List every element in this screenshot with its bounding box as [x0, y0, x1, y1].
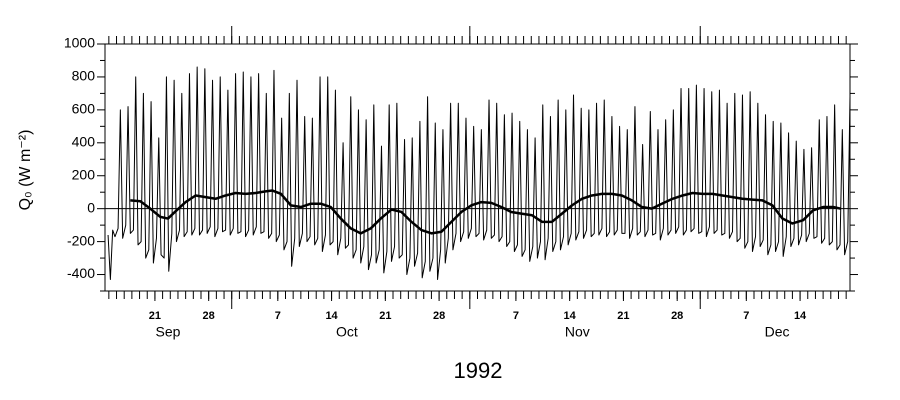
y-tick-label: 0 — [87, 199, 95, 215]
x-tick-label: 14 — [564, 310, 577, 322]
x-axis-label: 1992 — [454, 358, 503, 383]
x-tick-label: 7 — [275, 310, 281, 322]
plot-area — [107, 66, 850, 280]
y-tick-label: 400 — [72, 134, 96, 150]
x-tick-label: 21 — [149, 310, 161, 322]
y-axis-label: Q₀ (W m⁻²) — [17, 130, 34, 211]
y-tick-label: 800 — [72, 68, 96, 84]
x-tick-label: 14 — [794, 310, 807, 322]
x-tick-label: 7 — [513, 310, 519, 322]
x-tick-label: 28 — [203, 310, 215, 322]
x-tick-label: 21 — [617, 310, 629, 322]
month-label: Oct — [336, 324, 358, 340]
month-label: Dec — [765, 324, 790, 340]
plot-frame — [104, 43, 851, 292]
x-tick-label: 21 — [379, 310, 391, 322]
y-tick-label: 600 — [72, 101, 96, 117]
data-line — [130, 189, 842, 235]
y-tick-label: 1000 — [64, 35, 95, 51]
x-tick-label: 28 — [671, 310, 683, 322]
month-label: Sep — [156, 324, 181, 340]
month-label: Nov — [565, 324, 590, 340]
x-tick-label: 7 — [743, 310, 749, 322]
y-tick-label: -200 — [67, 232, 95, 248]
x-tick-label: 28 — [433, 310, 445, 322]
data-line — [107, 66, 850, 280]
x-tick-label: 14 — [325, 310, 338, 322]
y-tick-label: 200 — [72, 166, 96, 182]
y-tick-label: -400 — [67, 265, 95, 281]
